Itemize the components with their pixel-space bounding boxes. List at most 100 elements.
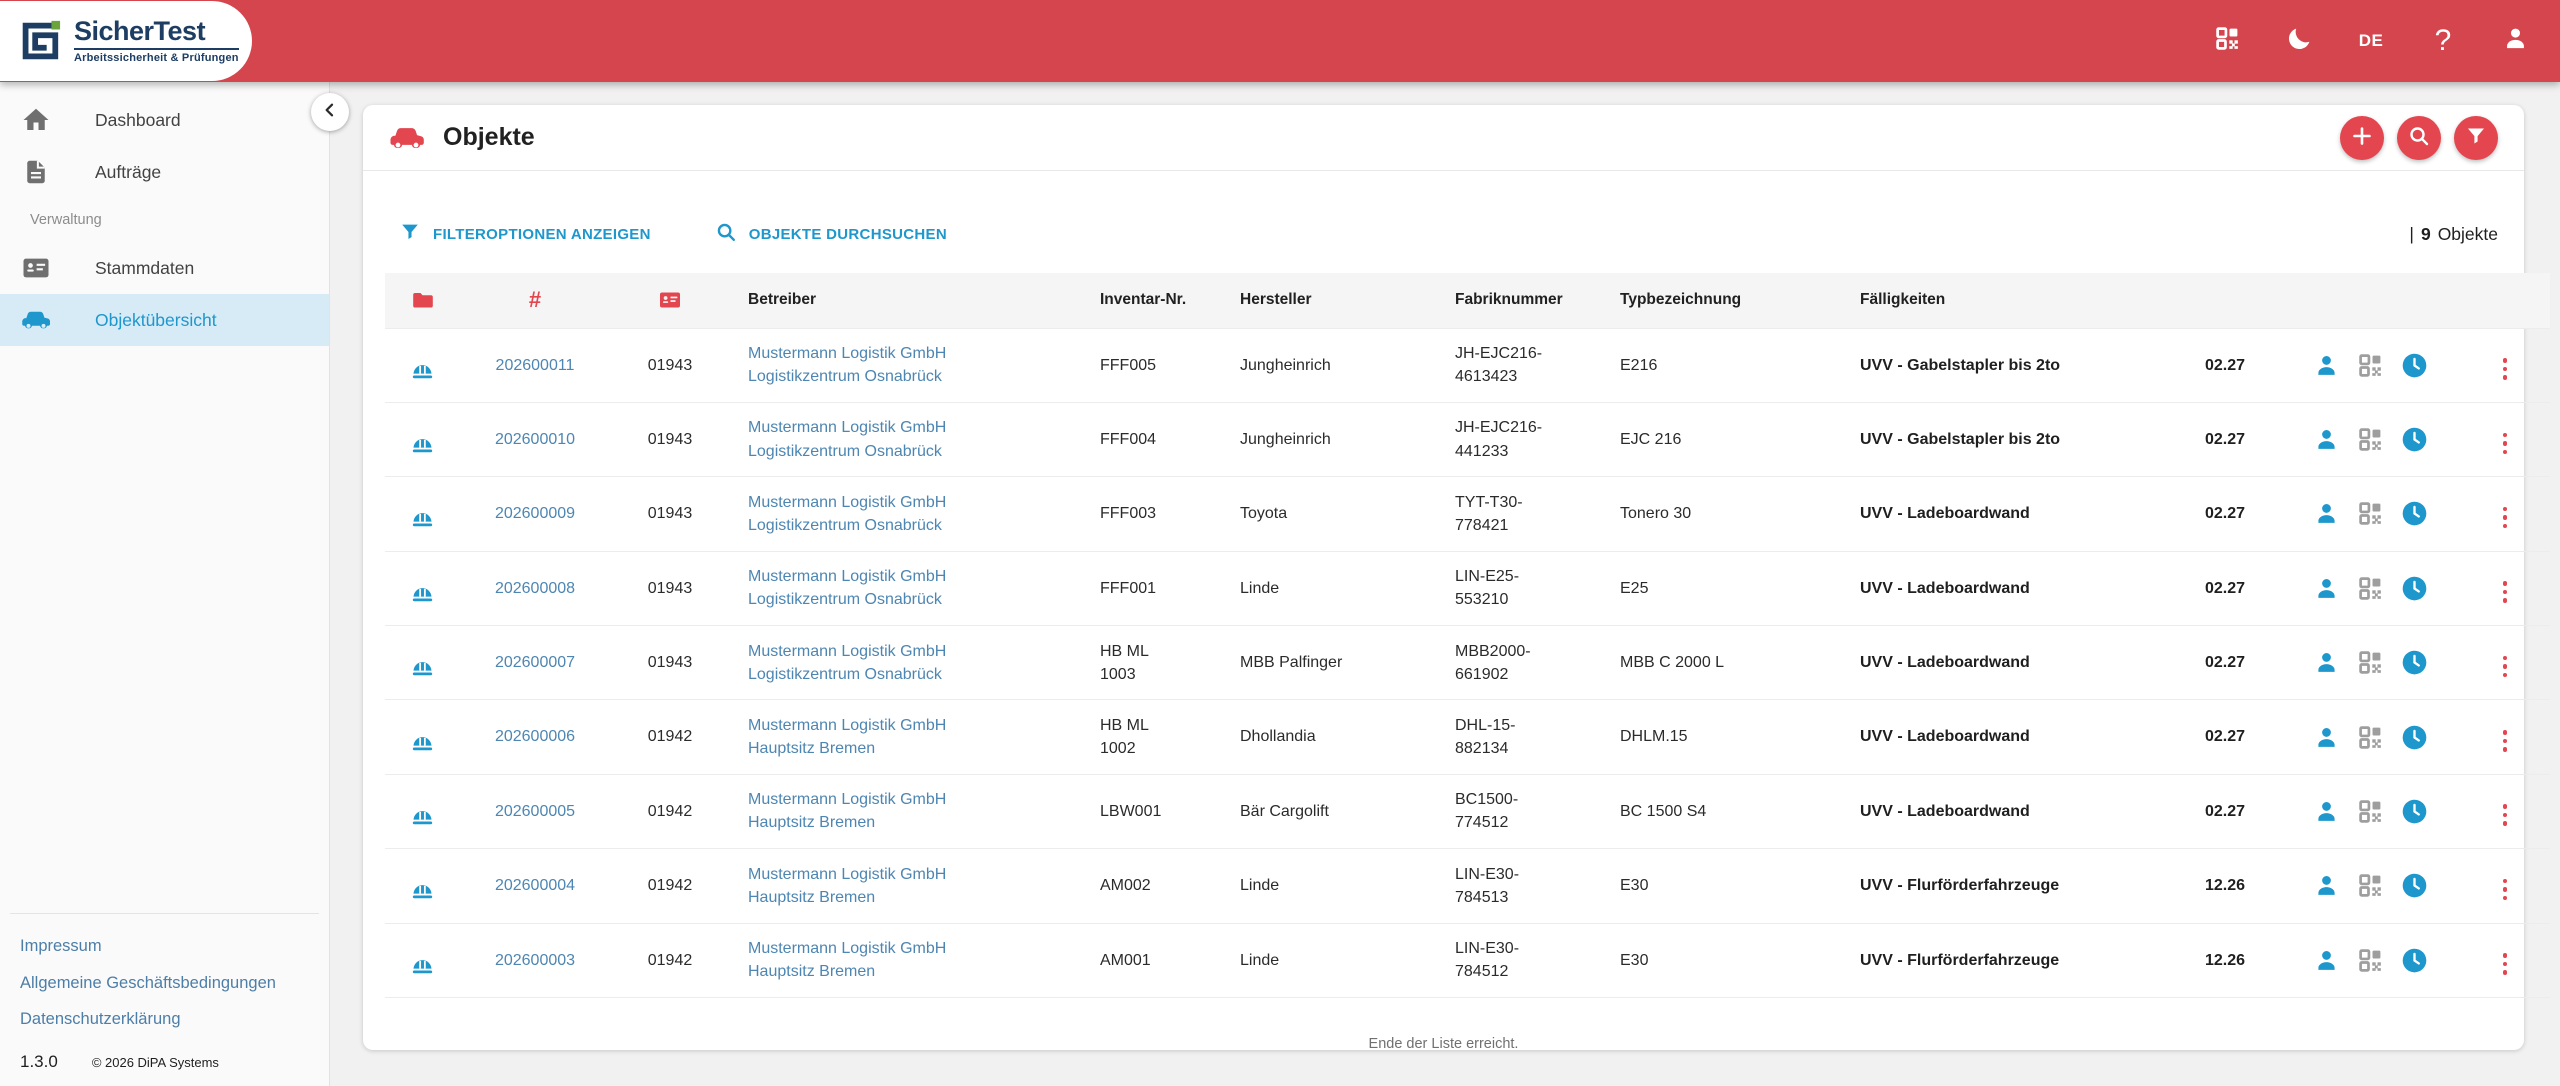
kebab-menu-icon[interactable] — [2495, 503, 2516, 533]
column-header-betreiber[interactable]: Betreiber — [748, 291, 817, 309]
column-header-fabriknummer[interactable]: Fabriknummer — [1455, 291, 1563, 309]
assign-person-button[interactable] — [2313, 798, 2340, 825]
history-button[interactable] — [2401, 352, 2428, 379]
history-button[interactable] — [2401, 798, 2428, 825]
filter-objects-button[interactable] — [2454, 115, 2498, 160]
qr-code-button[interactable] — [2357, 724, 2384, 751]
kebab-menu-icon[interactable] — [2495, 875, 2516, 905]
language-switcher[interactable]: DE — [2358, 31, 2384, 50]
serial-number: LIN-E30- 784513 — [1455, 865, 1520, 906]
hard-hat-icon — [409, 783, 436, 825]
column-header-inventar[interactable]: Inventar-Nr. — [1100, 291, 1187, 309]
help-button[interactable]: ? — [2424, 22, 2462, 60]
kebab-menu-icon[interactable] — [2495, 354, 2516, 384]
assign-person-button[interactable] — [2313, 872, 2340, 899]
operator-link[interactable]: Mustermann Logistik GmbH Hauptsitz Breme… — [748, 716, 947, 758]
hard-hat-icon — [409, 932, 436, 973]
sidebar-item-stammdaten[interactable]: Stammdaten — [0, 242, 329, 294]
main-content: Objekte — [331, 82, 2560, 1086]
history-button[interactable] — [2401, 872, 2428, 899]
qr-code-button[interactable] — [2357, 649, 2384, 676]
account-button[interactable] — [2496, 22, 2534, 60]
search-objects-toggle[interactable]: OBJEKTE DURCHSUCHEN — [715, 221, 947, 248]
manufacturer: Toyota — [1240, 505, 1288, 523]
column-header-typbezeichnung[interactable]: Typbezeichnung — [1620, 291, 1742, 309]
inventory-number: FFF001 — [1100, 579, 1157, 597]
qr-code-button[interactable] — [2357, 575, 2384, 602]
clock-icon — [2401, 426, 2428, 453]
qr-code-button[interactable] — [2357, 798, 2384, 825]
object-number-link[interactable]: 202600005 — [494, 802, 576, 820]
search-objects-button[interactable] — [2397, 115, 2441, 160]
operator-link[interactable]: Mustermann Logistik GmbH Logistikzentrum… — [748, 568, 947, 609]
operator-link[interactable]: Mustermann Logistik GmbH Hauptsitz Breme… — [748, 940, 947, 981]
object-number-link[interactable]: 202600006 — [494, 728, 576, 746]
sidebar-collapse-button[interactable] — [311, 93, 349, 131]
history-button[interactable] — [2401, 724, 2428, 751]
object-number-link[interactable]: 202600011 — [495, 356, 575, 374]
history-button[interactable] — [2401, 500, 2428, 527]
qr-scanner-button[interactable] — [2208, 22, 2246, 60]
history-button[interactable] — [2401, 947, 2428, 974]
add-object-button[interactable] — [2340, 115, 2384, 160]
object-number-link[interactable]: 202600008 — [494, 579, 576, 597]
manufacturer: Dhollandia — [1240, 728, 1316, 746]
count-number: 9 — [2420, 223, 2431, 244]
assign-person-button[interactable] — [2313, 352, 2340, 379]
end-of-list-message: Ende der Liste erreicht. — [1368, 1035, 1519, 1052]
qr-code-icon — [2357, 500, 2384, 527]
dark-mode-button[interactable] — [2280, 22, 2318, 60]
object-number-link[interactable]: 202600009 — [494, 505, 576, 523]
sidebar-item-dashboard[interactable]: Dashboard — [0, 94, 329, 146]
qr-code-button[interactable] — [2357, 947, 2384, 974]
kebab-menu-icon[interactable] — [2495, 577, 2516, 607]
impressum-link[interactable]: Impressum — [20, 937, 102, 956]
sidebar-item-objektuebersicht[interactable]: Objektübersicht — [0, 294, 329, 346]
operator-link[interactable]: Mustermann Logistik GmbH Logistikzentrum… — [748, 345, 947, 386]
object-number-link[interactable]: 202600003 — [494, 951, 576, 969]
operator-link[interactable]: Mustermann Logistik GmbH Logistikzentrum… — [748, 493, 947, 534]
operator-link[interactable]: Mustermann Logistik GmbH Hauptsitz Breme… — [748, 865, 947, 906]
sidebar-item-auftraege[interactable]: Aufträge — [0, 146, 329, 198]
person-icon — [2313, 352, 2340, 379]
qr-code-button[interactable] — [2357, 872, 2384, 899]
plus-icon — [2350, 124, 2374, 151]
show-filter-options-toggle[interactable]: FILTEROPTIONEN ANZEIGEN — [399, 221, 651, 248]
operator-link[interactable]: Mustermann Logistik GmbH Logistikzentrum… — [748, 642, 947, 683]
datenschutz-link[interactable]: Datenschutzerklärung — [20, 1010, 181, 1029]
app-logo[interactable]: SicherTest Arbeitssicherheit & Prüfungen — [0, 1, 252, 81]
assign-person-button[interactable] — [2313, 947, 2340, 974]
manufacturer: Linde — [1240, 951, 1280, 969]
object-number-link[interactable]: 202600010 — [494, 430, 576, 448]
column-header-hersteller[interactable]: Hersteller — [1240, 291, 1312, 309]
kebab-menu-icon[interactable] — [2495, 726, 2516, 756]
kebab-menu-icon[interactable] — [2495, 429, 2516, 459]
assign-person-button[interactable] — [2313, 500, 2340, 527]
kebab-menu-icon[interactable] — [2495, 949, 2516, 979]
assign-person-button[interactable] — [2313, 426, 2340, 453]
qr-code-button[interactable] — [2357, 352, 2384, 379]
object-number-link[interactable]: 202600007 — [494, 654, 576, 672]
assign-person-button[interactable] — [2313, 649, 2340, 676]
inventory-number: FFF005 — [1100, 356, 1157, 374]
serial-number: JH-EJC216- 4613423 — [1455, 345, 1543, 386]
qr-code-button[interactable] — [2357, 426, 2384, 453]
qr-code-icon — [2357, 947, 2384, 974]
operator-link[interactable]: Mustermann Logistik GmbH Logistikzentrum… — [748, 419, 947, 460]
column-header-faelligkeiten[interactable]: Fälligkeiten — [1860, 291, 1946, 309]
operator-link[interactable]: Mustermann Logistik GmbH Hauptsitz Breme… — [748, 791, 947, 832]
top-bar: SicherTest Arbeitssicherheit & Prüfungen… — [0, 0, 2560, 82]
assign-person-button[interactable] — [2313, 575, 2340, 602]
kebab-menu-icon[interactable] — [2495, 800, 2516, 830]
history-button[interactable] — [2401, 426, 2428, 453]
object-number-link[interactable]: 202600004 — [494, 877, 576, 895]
kebab-menu-icon[interactable] — [2495, 652, 2516, 682]
customer-number: 01942 — [647, 728, 693, 746]
history-button[interactable] — [2401, 575, 2428, 602]
agb-link[interactable]: Allgemeine Geschäftsbedingungen — [20, 973, 276, 992]
assign-person-button[interactable] — [2313, 724, 2340, 751]
qr-code-button[interactable] — [2357, 500, 2384, 527]
person-icon — [2313, 426, 2340, 453]
column-header-number[interactable]: # — [528, 287, 542, 313]
history-button[interactable] — [2401, 649, 2428, 676]
